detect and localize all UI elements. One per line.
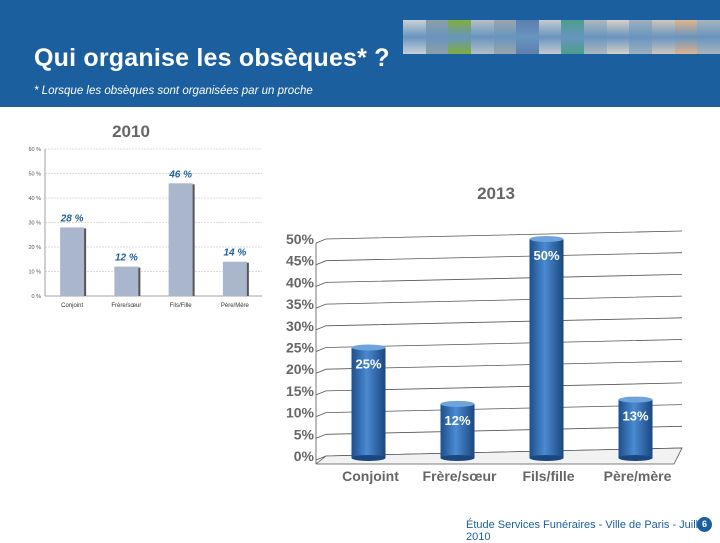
x-tick-label: Fils/fille	[522, 468, 574, 484]
photo-tile	[425, 20, 449, 54]
floor	[315, 447, 683, 465]
gridline	[315, 274, 683, 287]
bar	[60, 227, 85, 296]
x-tick-label: Frère/sœur	[423, 468, 497, 484]
photo-tile	[403, 20, 426, 54]
data-label: 13%	[622, 409, 648, 424]
photo-tile	[652, 20, 675, 54]
bar	[168, 183, 193, 296]
gridline	[315, 252, 683, 266]
y-tick-label: 30 %	[28, 221, 41, 227]
chart-title: 2013	[477, 184, 515, 203]
bar	[618, 399, 653, 458]
photo-tile	[448, 20, 471, 54]
y-tick-label: 40%	[286, 274, 315, 290]
photo-tile	[674, 20, 698, 54]
gridline	[315, 230, 683, 244]
y-tick-label: 50%	[286, 231, 315, 247]
y-tick-label: 30%	[286, 318, 315, 334]
y-tick-label: 60 %	[28, 147, 41, 153]
y-tick-label: 0 %	[32, 294, 42, 300]
y-tick-label: 50 %	[28, 172, 41, 178]
photo-tile	[538, 20, 562, 54]
photo-tile	[697, 20, 720, 54]
x-tick-label: Fils/Fille	[170, 303, 193, 309]
gridline	[315, 295, 683, 309]
x-tick-label: Conjoint	[342, 468, 399, 484]
bar-base	[529, 455, 564, 461]
photo-tile	[493, 20, 517, 54]
page-number-badge: 6	[697, 517, 712, 532]
bar-base	[351, 455, 386, 461]
bar-base	[440, 455, 475, 461]
photo-strip	[403, 20, 720, 54]
photo-tile	[606, 20, 630, 54]
data-label: 14 %	[223, 248, 246, 259]
y-tick-label: 10 %	[28, 270, 41, 276]
data-label: 50%	[533, 248, 559, 263]
photo-tile	[516, 20, 539, 54]
data-label: 28 %	[60, 213, 84, 224]
data-label: 25%	[355, 357, 381, 372]
bar-top	[440, 400, 475, 407]
y-tick-label: 40 %	[28, 196, 41, 202]
data-label: 46 %	[168, 169, 192, 180]
bar	[440, 403, 475, 458]
bar	[114, 266, 139, 296]
y-tick-label: 20%	[286, 361, 315, 377]
bar	[529, 239, 564, 458]
page-title: Qui organise les obsèques* ?	[34, 44, 390, 72]
data-label: 12 %	[115, 253, 138, 264]
bar-top	[529, 236, 564, 242]
x-tick-label: Père/mère	[604, 468, 672, 484]
y-tick-label: 0%	[294, 448, 315, 464]
photo-tile	[470, 20, 494, 54]
chart-title: 2010	[112, 122, 150, 141]
x-tick-label: Frère/sœur	[111, 303, 141, 309]
photo-tile	[584, 20, 607, 54]
photo-tile	[561, 20, 585, 54]
y-tick-label: 35%	[286, 296, 315, 312]
page-subtitle: * Lorsque les obsèques sont organisées p…	[34, 85, 313, 97]
y-tick-label: 25%	[286, 340, 315, 356]
x-tick-label: Conjoint	[61, 303, 83, 309]
bar-top	[618, 396, 653, 403]
gridline	[315, 317, 683, 331]
y-tick-label: 15%	[286, 383, 315, 399]
bar-top	[351, 344, 386, 351]
photo-tile	[629, 20, 653, 54]
y-tick-label: 20 %	[28, 245, 41, 251]
x-tick-label: Père/Mère	[221, 303, 250, 309]
y-tick-label: 5%	[294, 426, 315, 442]
bar	[351, 347, 386, 458]
footer-text: Étude Services Funéraires - Ville de Par…	[466, 519, 708, 543]
y-tick-label: 45%	[286, 253, 315, 269]
data-label: 12%	[444, 413, 470, 428]
bar	[222, 261, 247, 296]
bar-base	[618, 455, 653, 461]
y-tick-label: 10%	[286, 405, 315, 421]
